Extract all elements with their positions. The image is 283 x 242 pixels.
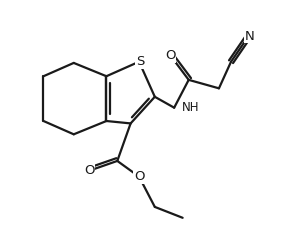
Text: O: O bbox=[165, 49, 176, 62]
Text: S: S bbox=[136, 55, 145, 68]
Text: O: O bbox=[134, 170, 144, 183]
Text: NH: NH bbox=[181, 101, 199, 114]
Text: O: O bbox=[84, 164, 95, 177]
Text: N: N bbox=[244, 30, 254, 43]
